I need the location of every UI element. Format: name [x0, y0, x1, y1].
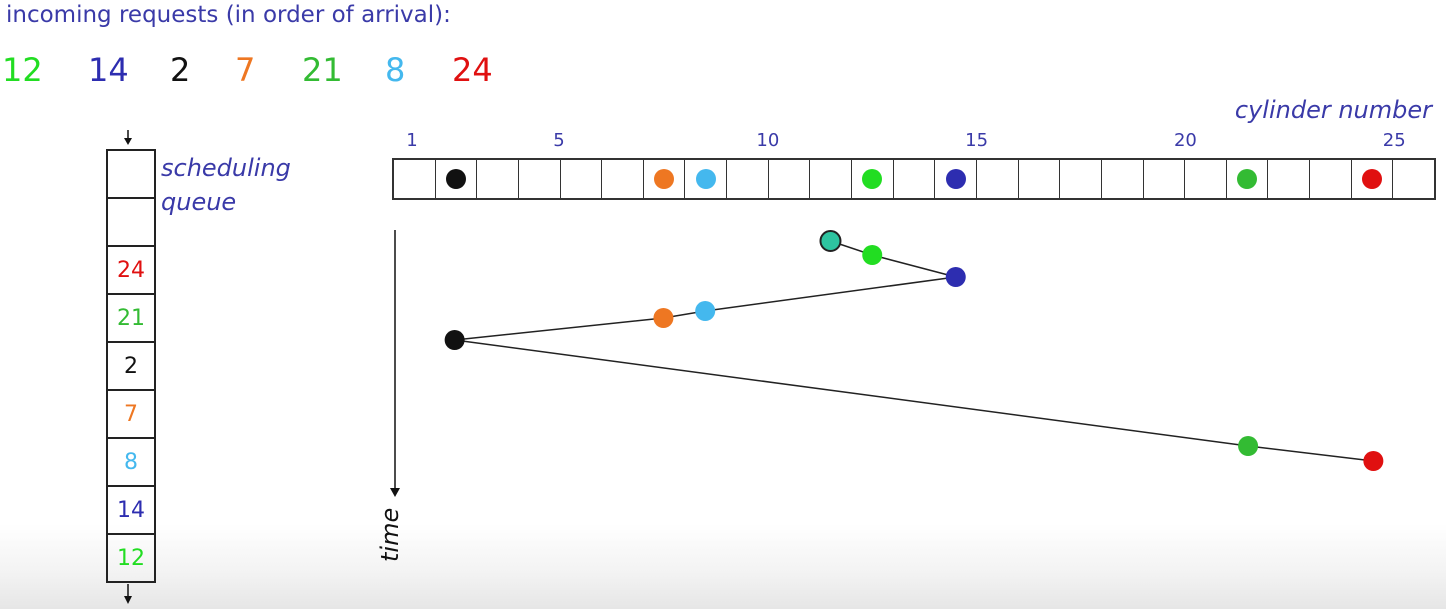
queue-in-arrow-head	[124, 138, 132, 145]
cylinder-cell	[434, 160, 477, 198]
seek-visit-point	[945, 267, 966, 287]
head-start-point	[819, 230, 842, 252]
queue-cell	[108, 199, 154, 247]
queue-cell: 7	[108, 391, 154, 439]
cylinder-cell	[1267, 160, 1309, 198]
queue-cell: 2	[108, 343, 154, 391]
cylinder-cell	[1184, 160, 1226, 198]
request-12: 12	[2, 51, 43, 89]
cylinder-cell	[1225, 160, 1268, 198]
queue-cell: 24	[108, 247, 154, 295]
queue-out-arrow-head	[124, 596, 132, 604]
seek-visit-point	[444, 330, 465, 350]
cylinder-cell	[517, 160, 560, 198]
cylinder-request-dot	[862, 169, 883, 189]
cylinder-tick-20: 20	[1173, 130, 1197, 151]
cylinder-tick-1: 1	[406, 130, 418, 151]
seek-visit-point	[653, 308, 674, 328]
incoming-requests-heading: incoming requests (in order of arrival):	[6, 2, 451, 28]
cylinder-cell	[767, 160, 810, 198]
request-8: 8	[385, 51, 406, 89]
queue-cell: 21	[108, 295, 154, 343]
cylinder-cell	[851, 160, 893, 198]
cylinder-cell	[934, 160, 976, 198]
request-7: 7	[235, 51, 256, 89]
queue-cell: 8	[108, 439, 154, 487]
cylinder-tick-10: 10	[756, 130, 780, 151]
cylinder-cell	[1100, 160, 1143, 198]
cylinder-request-dot	[1237, 169, 1258, 189]
cylinder-request-dot	[445, 169, 466, 189]
cylinder-cell	[601, 160, 643, 198]
cylinder-cell	[684, 160, 726, 198]
cylinder-cell	[1017, 160, 1060, 198]
cylinder-cell	[559, 160, 602, 198]
seek-visit-point	[1363, 451, 1384, 471]
cylinder-request-dot	[945, 169, 966, 189]
cylinder-cell	[975, 160, 1018, 198]
queue-cell: 12	[108, 535, 154, 583]
queue-cell	[108, 151, 154, 199]
cylinder-tick-15: 15	[965, 130, 989, 151]
cylinder-cell	[726, 160, 768, 198]
scheduling-queue: 24 21 2 7 8 14 12	[106, 149, 156, 583]
cylinder-request-dot	[654, 169, 675, 189]
cylinder-cell	[892, 160, 935, 198]
seek-visit-point	[1238, 436, 1259, 456]
cylinder-cell	[1309, 160, 1351, 198]
time-axis-label: time	[376, 507, 404, 562]
seek-visit-point	[862, 245, 883, 265]
cylinder-cell	[1142, 160, 1185, 198]
cylinder-tick-5: 5	[553, 130, 565, 151]
request-14: 14	[88, 51, 129, 89]
cylinder-cell	[1059, 160, 1101, 198]
cylinder-request-dot	[1362, 169, 1383, 189]
cylinder-cell	[809, 160, 851, 198]
cylinder-cell	[476, 160, 518, 198]
queue-label-line2: queue	[161, 188, 237, 216]
cylinder-request-dot	[695, 169, 716, 189]
request-21: 21	[302, 51, 343, 89]
time-axis-arrow	[390, 488, 400, 497]
request-2: 2	[170, 51, 191, 89]
queue-cell: 14	[108, 487, 154, 535]
seek-visit-point	[695, 301, 716, 321]
cylinder-cell	[1350, 160, 1393, 198]
cylinder-tick-25: 25	[1382, 130, 1406, 151]
seek-path-line	[454, 240, 1374, 462]
cylinder-cell	[642, 160, 685, 198]
cylinder-cell	[1392, 160, 1434, 198]
request-24: 24	[452, 51, 493, 89]
cylinder-axis-title: cylinder number	[1234, 96, 1432, 124]
queue-label-line1: scheduling	[161, 154, 291, 182]
cylinder-strip	[392, 158, 1436, 200]
